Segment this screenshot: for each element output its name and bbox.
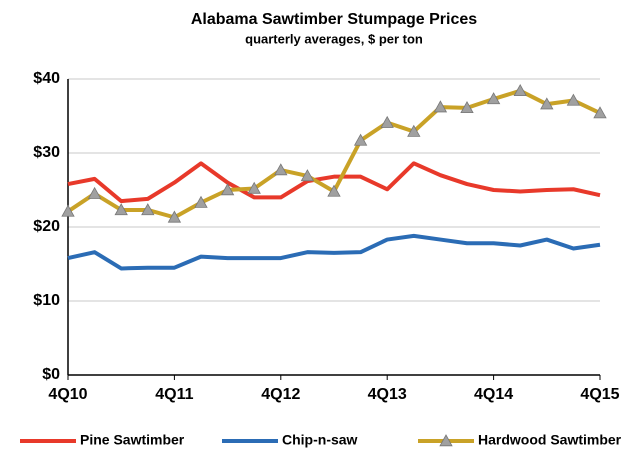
marker bbox=[353, 133, 368, 146]
marker bbox=[486, 92, 501, 105]
marker bbox=[407, 124, 421, 137]
y-tick-label: $30 bbox=[33, 144, 60, 161]
y-tick-label: $10 bbox=[33, 292, 60, 309]
legend-label: Pine Sawtimber bbox=[80, 432, 185, 448]
marker bbox=[87, 186, 102, 199]
marker bbox=[300, 169, 315, 182]
x-tick-label: 4Q14 bbox=[474, 386, 513, 403]
chart-subtitle: quarterly averages, $ per ton bbox=[245, 31, 423, 46]
y-tick-label: $40 bbox=[33, 70, 60, 87]
series-line bbox=[67, 233, 601, 271]
chart-title: Alabama Sawtimber Stumpage Prices bbox=[191, 11, 477, 28]
x-tick-label: 4Q11 bbox=[155, 386, 193, 403]
series-line bbox=[67, 161, 601, 204]
x-tick-label: 4Q12 bbox=[261, 386, 300, 403]
marker bbox=[220, 183, 235, 196]
x-tick-label: 4Q13 bbox=[368, 386, 407, 403]
marker bbox=[433, 100, 448, 113]
marker bbox=[593, 106, 607, 119]
marker bbox=[540, 97, 554, 110]
marker bbox=[247, 181, 261, 194]
y-tick-label: $0 bbox=[42, 366, 60, 383]
marker bbox=[194, 195, 208, 208]
marker bbox=[327, 184, 341, 197]
marker bbox=[274, 163, 288, 176]
marker bbox=[566, 93, 581, 106]
marker bbox=[141, 203, 155, 216]
marker bbox=[513, 84, 527, 97]
marker bbox=[61, 204, 75, 217]
marker bbox=[460, 101, 474, 114]
legend-label: Hardwood Sawtimber bbox=[478, 432, 622, 448]
x-tick-label: 4Q15 bbox=[580, 386, 619, 403]
x-tick-label: 4Q10 bbox=[48, 386, 87, 403]
marker bbox=[167, 210, 182, 223]
legend-label: Chip-n-saw bbox=[282, 432, 358, 448]
y-tick-label: $20 bbox=[33, 218, 60, 235]
legend-marker bbox=[439, 434, 453, 447]
marker bbox=[380, 115, 394, 128]
marker bbox=[114, 203, 128, 216]
